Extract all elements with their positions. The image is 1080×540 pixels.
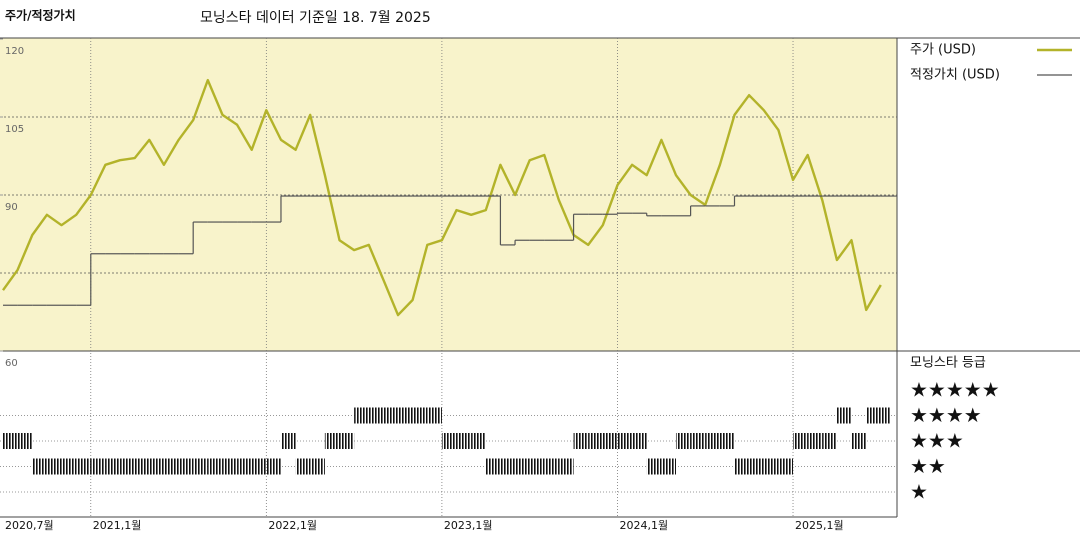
y-tick-label: 90 [5,202,18,213]
rating-bar [500,458,516,475]
rating-bar [427,407,442,424]
rating-bar [134,458,150,475]
rating-bar [412,407,428,424]
rating-bar [456,433,472,449]
rating-bar [719,433,735,449]
rating-bar [880,407,891,424]
star-label: ★★★★★ [910,378,1000,402]
rating-bar [661,458,676,475]
rating-bar [32,458,47,475]
star-label: ★ [910,480,928,504]
x-tick-label: 2020,7월 [5,519,54,532]
chart-subtitle: 모닝스타 데이터 기준일 18. 7월 2025 [200,10,431,26]
rating-bar [471,433,486,449]
rating-bar [690,433,706,449]
rating-bar [544,458,559,475]
rating-bar [807,433,823,449]
rating-bar [793,433,808,449]
rating-bar [237,458,252,475]
rating-bar [529,458,545,475]
rating-bar [617,433,633,449]
rating-bar [866,407,881,424]
rating-bar [632,433,647,449]
y-tick-label: 60 [5,358,18,369]
x-tick-label: 2023,1월 [444,519,493,532]
rating-bar [734,458,750,475]
legend-label: 주가 (USD) [910,43,976,58]
rating-bar [836,407,852,424]
rating-bar [90,458,106,475]
rating-bar [46,458,62,475]
rating-bar [822,433,837,449]
rating-bar [178,458,194,475]
y-tick-label: 120 [5,46,24,57]
rating-bar [222,458,238,475]
star-label: ★★★★ [910,403,982,427]
rating-bar [295,458,311,475]
rating-bar [851,433,867,449]
rating-bar [705,433,720,449]
price-line [2,78,882,317]
rating-bar [105,458,121,475]
rating-bar [383,407,399,424]
rating-bar [149,458,164,475]
plot: 60 90 105 120 2020,7월 2021,1월 2022,1월 2023,1월 20… [0,38,1072,532]
rating-title: 모닝스타 등급 [910,356,986,371]
rating-bar [324,433,340,449]
rating-bar [251,458,267,475]
rating-bar [441,433,457,449]
rating-bar [602,433,618,449]
rating-bar [120,458,135,475]
rating-bar [310,458,325,475]
star-label: ★★★ [910,429,964,453]
x-tick-label: 2021,1월 [93,519,142,532]
y-tick-label: 105 [5,124,24,135]
rating-bar [280,433,296,449]
star-label: ★★ [910,454,946,478]
rating-bar [354,407,369,424]
rating-bar [368,407,384,424]
rating-bar [398,407,413,424]
rating-bar [61,458,77,475]
rating-bar [749,458,764,475]
rating-bar [207,458,223,475]
rating-bar [573,433,589,449]
rating-bar [17,433,33,449]
rating-bar [515,458,530,475]
rating-bar [588,433,603,449]
rating-bar [675,433,691,449]
rating-bar [763,458,779,475]
x-tick-label: 2025,1월 [795,519,844,532]
rating-bar [485,458,501,475]
x-tick-label: 2024,1월 [619,519,668,532]
rating-bar [266,458,281,475]
rating-bar [339,433,355,449]
rating-bar [646,458,662,475]
price-panel [0,38,897,351]
rating-bar [778,458,794,475]
x-tick-label: 2022,1월 [268,519,317,532]
rating-bar [3,433,18,449]
rating-bar [163,458,179,475]
rating-bar [76,458,91,475]
chart-title: 주가/적정가치 [5,8,76,23]
legend-label: 적정가치 (USD) [910,68,1000,83]
rating-bar [558,458,574,475]
rating-bar [193,458,208,475]
